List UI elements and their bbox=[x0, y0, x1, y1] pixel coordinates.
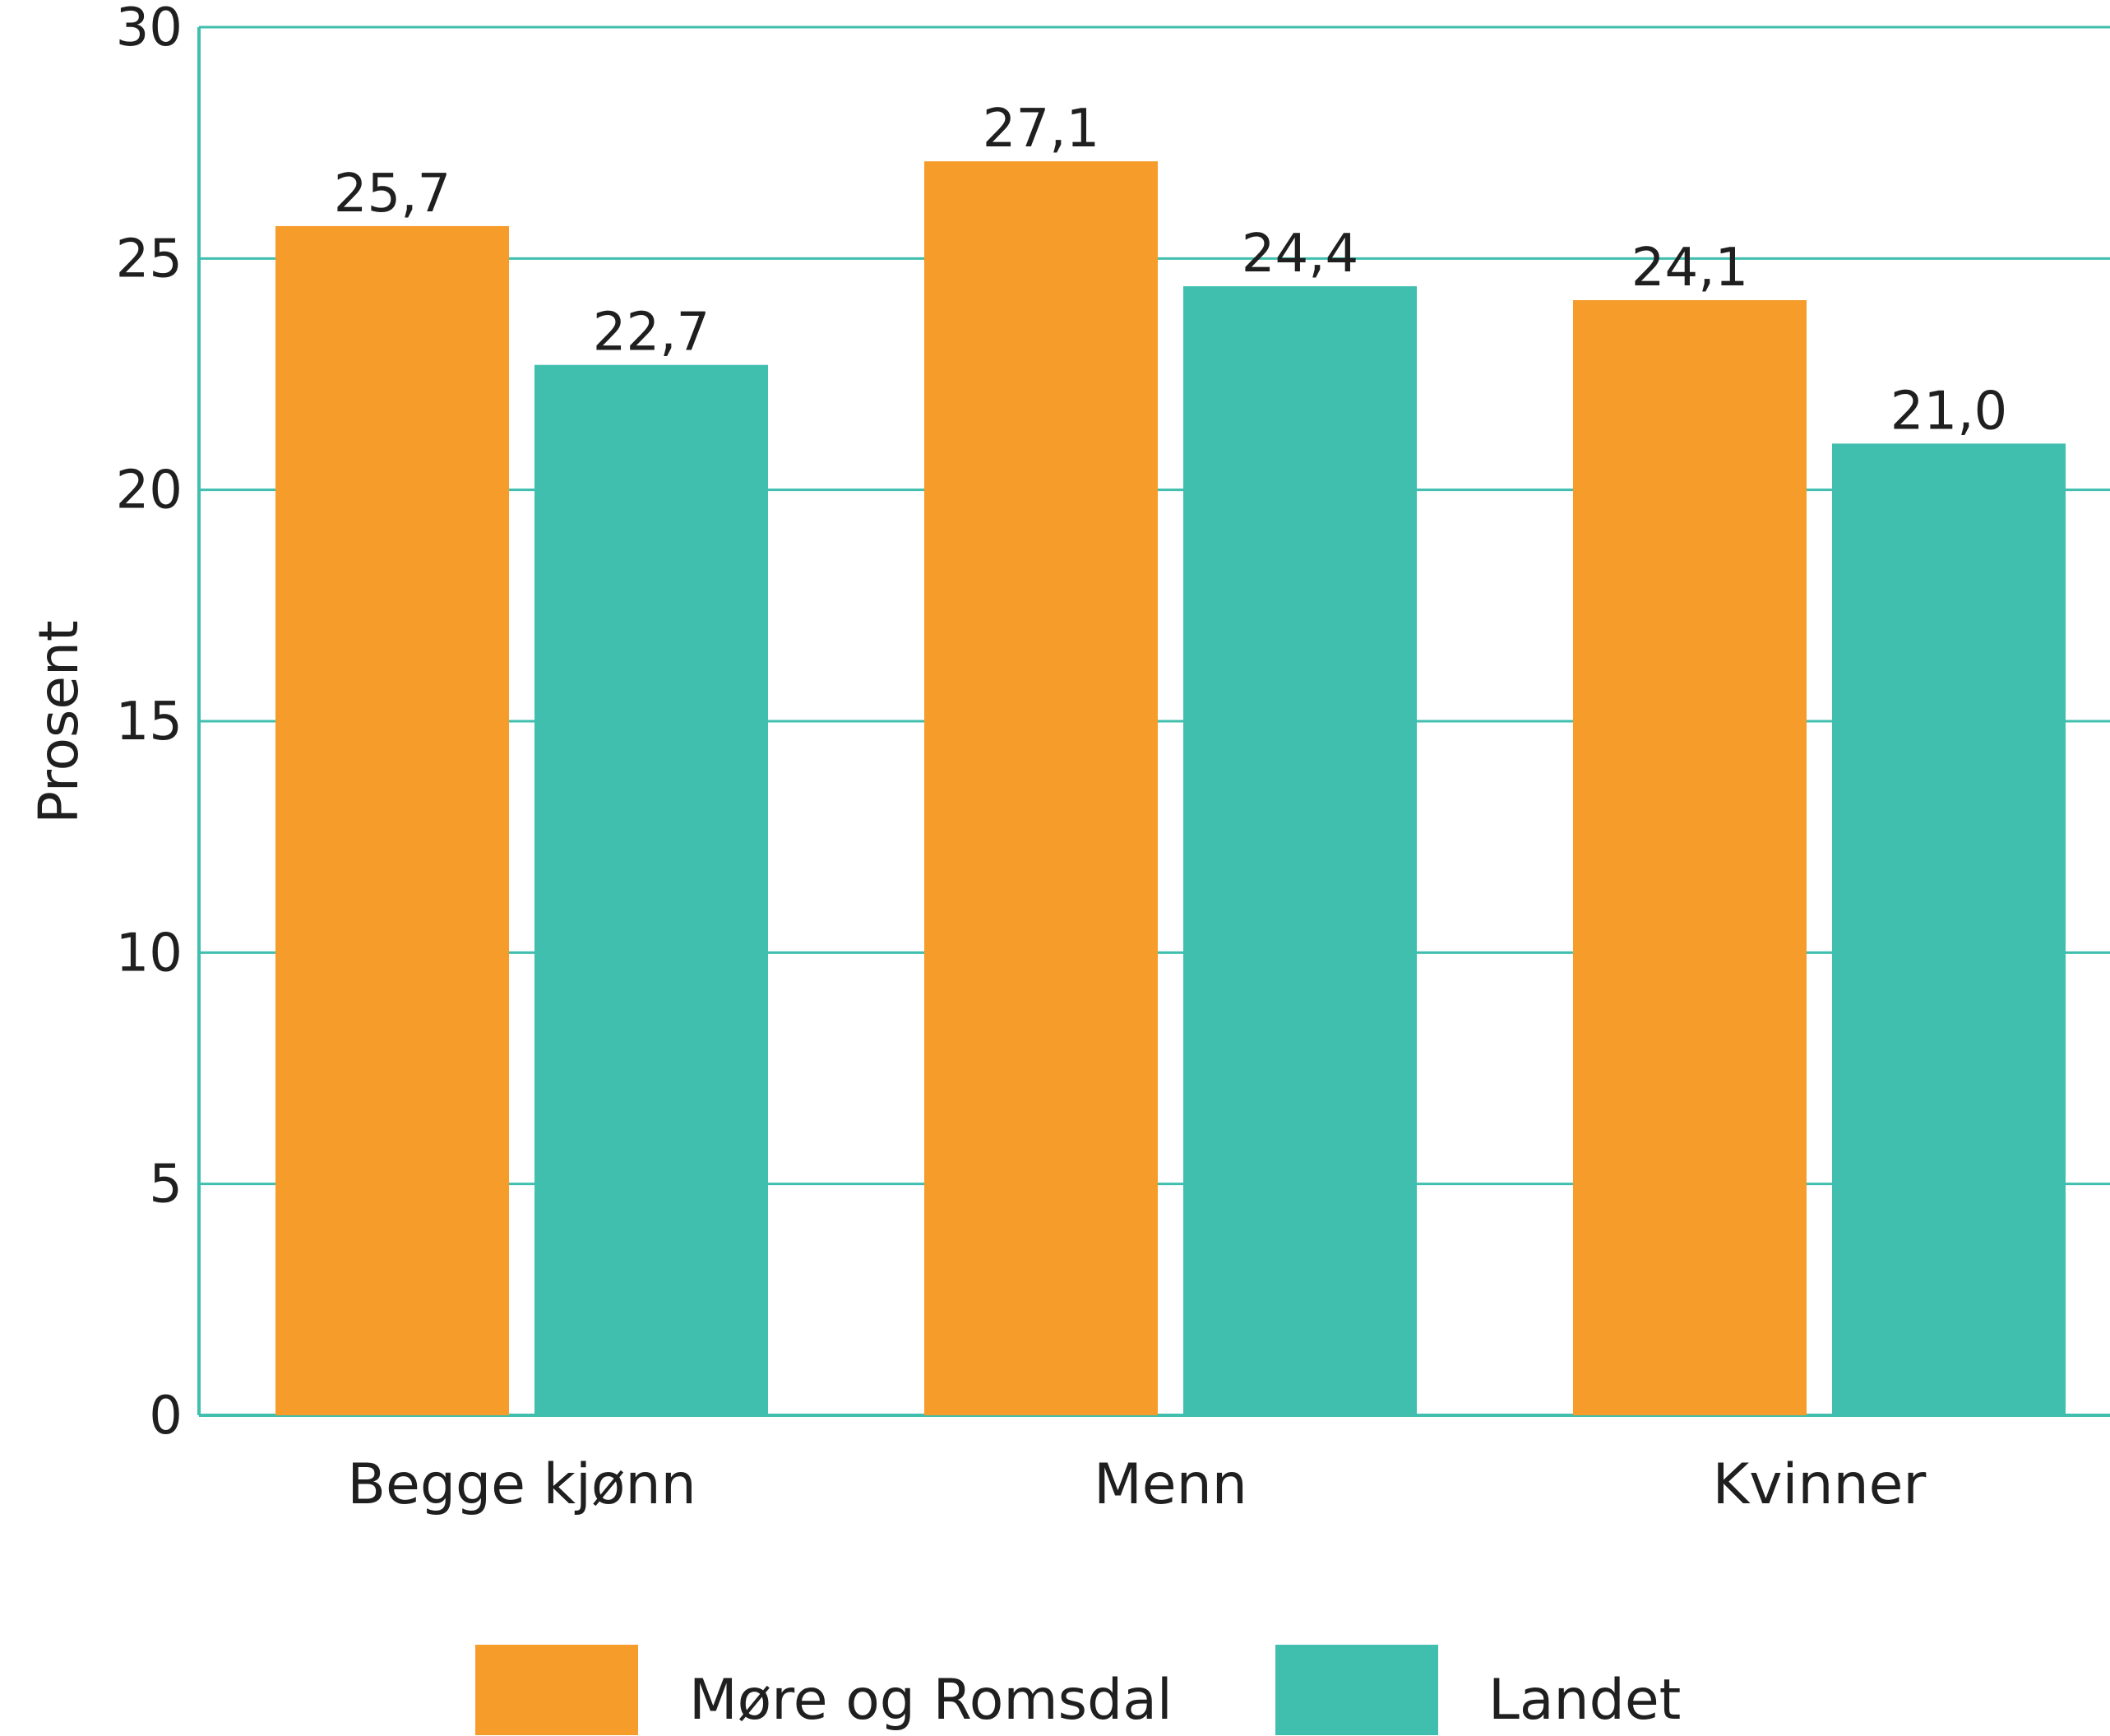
bar bbox=[275, 225, 509, 1415]
data-label: 24,1 bbox=[1631, 238, 1749, 299]
bar bbox=[534, 364, 768, 1415]
y-tick-label: 25 bbox=[116, 229, 183, 289]
y-tick-label: 10 bbox=[116, 923, 183, 984]
x-tick-label: Begge kjønn bbox=[347, 1452, 696, 1517]
data-label: 22,7 bbox=[593, 303, 710, 363]
legend-label: Møre og Romsdal bbox=[689, 1668, 1173, 1733]
legend-label: Landet bbox=[1488, 1668, 1681, 1733]
bar bbox=[1573, 299, 1807, 1415]
y-tick-label: 15 bbox=[116, 692, 183, 752]
bar bbox=[1832, 443, 2066, 1415]
data-label: 21,0 bbox=[1890, 381, 2008, 442]
data-label: 24,4 bbox=[1242, 224, 1359, 285]
y-axis-title: Prosent bbox=[27, 620, 90, 823]
legend: Møre og Romsdal Landet bbox=[475, 1645, 1681, 1735]
y-tick-label: 5 bbox=[149, 1155, 183, 1215]
legend-swatch bbox=[475, 1645, 638, 1735]
x-tick-label: Kvinner bbox=[1713, 1452, 1927, 1517]
bars bbox=[275, 161, 2066, 1416]
labels: 0 5 10 15 20 25 30 25,7 22,7 Begge kjønn 27,1 24,4 M… bbox=[116, 0, 2008, 1517]
x-tick-label: Menn bbox=[1094, 1452, 1247, 1517]
y-tick-label: 30 bbox=[116, 0, 183, 58]
bar bbox=[924, 161, 1158, 1415]
y-tick-label: 0 bbox=[149, 1386, 183, 1447]
data-label: 25,7 bbox=[334, 164, 451, 225]
y-tick-label: 20 bbox=[116, 461, 183, 521]
bar bbox=[1183, 286, 1417, 1416]
legend-swatch bbox=[1275, 1645, 1438, 1735]
data-label: 27,1 bbox=[983, 99, 1100, 160]
